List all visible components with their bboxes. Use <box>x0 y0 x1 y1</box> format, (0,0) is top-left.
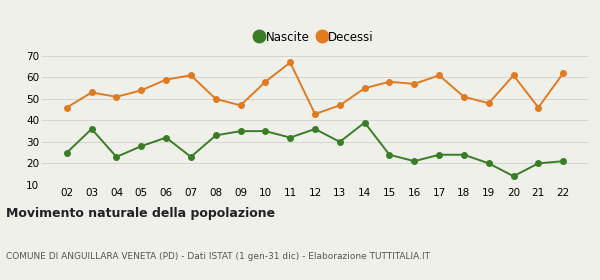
Text: COMUNE DI ANGUILLARA VENETA (PD) - Dati ISTAT (1 gen-31 dic) - Elaborazione TUTT: COMUNE DI ANGUILLARA VENETA (PD) - Dati … <box>6 252 430 261</box>
Text: Movimento naturale della popolazione: Movimento naturale della popolazione <box>6 207 275 220</box>
Legend: Nascite, Decessi: Nascite, Decessi <box>251 26 379 48</box>
